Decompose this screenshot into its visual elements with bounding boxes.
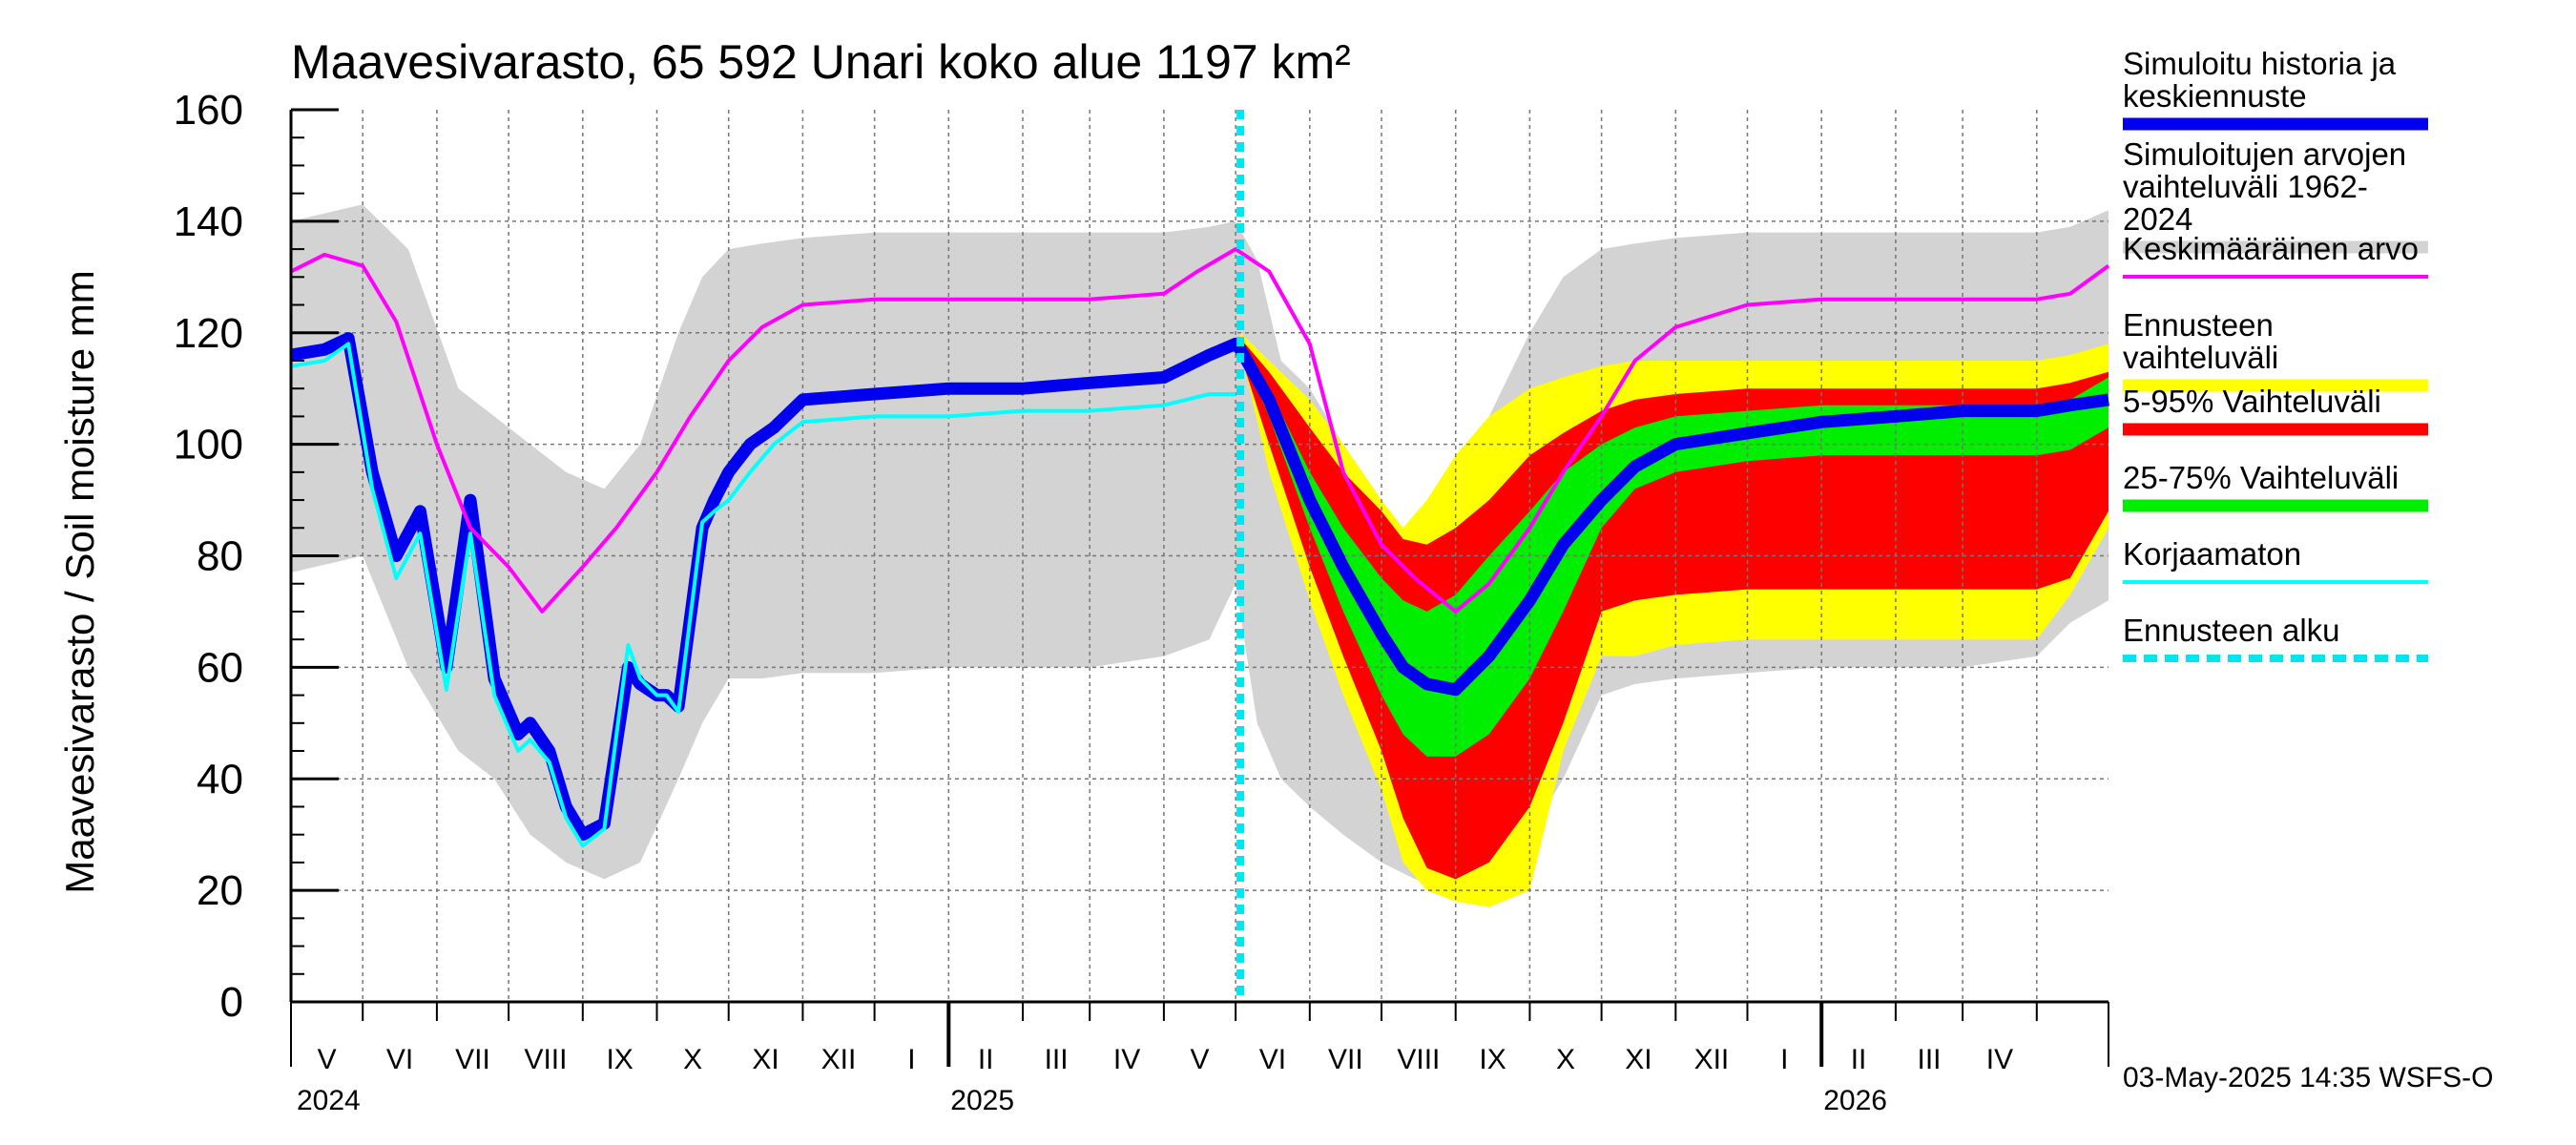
month-label: VII: [455, 1044, 490, 1075]
month-label: II: [978, 1044, 994, 1075]
month-label: III: [1045, 1044, 1069, 1075]
month-label: I: [1780, 1044, 1788, 1075]
legend-swatch: [2123, 275, 2428, 279]
legend-swatch: [2123, 379, 2428, 392]
y-tick-label: 120: [174, 310, 243, 357]
month-label: II: [1851, 1044, 1867, 1075]
legend-item: Keskimääräinen arvo: [2123, 233, 2438, 309]
year-label: 2024: [297, 1085, 361, 1116]
month-label: IV: [1113, 1044, 1140, 1075]
legend-swatch: [2123, 580, 2428, 584]
month-label: III: [1917, 1044, 1941, 1075]
legend-item: Ennusteen alku: [2123, 614, 2438, 691]
month-label: I: [907, 1044, 915, 1075]
lines-layer: [289, 110, 2110, 1002]
y-tick-label: 40: [197, 756, 243, 802]
month-label: XII: [1694, 1044, 1730, 1075]
month-label: VIII: [524, 1044, 567, 1075]
band-series-3: [1240, 344, 2109, 757]
legend-item: Ennusteen vaihteluväli: [2123, 307, 2438, 392]
y-tick-label: 140: [174, 198, 243, 245]
legend-label: 25-75% Vaihteluväli: [2123, 460, 2399, 495]
line-series-0: [289, 332, 2109, 842]
y-tick-label: 100: [174, 422, 243, 468]
y-tick-label: 20: [197, 867, 243, 914]
month-label: IV: [1986, 1044, 2013, 1075]
legend-label: Korjaamaton: [2123, 536, 2302, 572]
month-label: X: [683, 1044, 702, 1075]
legend-label: 5-95% Vaihteluväli: [2123, 384, 2381, 419]
legend-swatch: [2123, 117, 2428, 131]
y-axis-label: Maavesivarasto / Soil moisture mm: [57, 270, 102, 894]
legend-swatch: [2123, 240, 2428, 254]
legend-swatch: [2123, 499, 2428, 512]
y-tick-label: 60: [197, 644, 243, 691]
legend-label: Simuloitujen arvojen vaihteluväli 1962-2…: [2123, 136, 2407, 237]
grid-layer: [291, 110, 2109, 1002]
legend-item: 25-75% Vaihteluväli: [2123, 462, 2438, 538]
month-label: XI: [1625, 1044, 1652, 1075]
legend-item: 5-95% Vaihteluväli: [2123, 385, 2438, 462]
bands-layer: [291, 204, 2109, 907]
legend-label: Ennusteen vaihteluväli: [2123, 307, 2279, 375]
legend: Simuloitu historia ja keskiennuste Simulo…: [2123, 48, 2438, 691]
month-label: VI: [1259, 1044, 1286, 1075]
legend-item: Simuloitu historia ja keskiennuste: [2123, 48, 2438, 138]
chart-title: Maavesivarasto, 65 592 Unari koko alue 1…: [291, 35, 1351, 89]
y-tick-label: 80: [197, 533, 243, 580]
legend-item: Simuloitujen arvojen vaihteluväli 1962-2…: [2123, 138, 2438, 254]
y-tick-label: 160: [174, 87, 243, 134]
month-label: VII: [1328, 1044, 1363, 1075]
timestamp-footer: 03-May-2025 14:35 WSFS-O: [2123, 1062, 2494, 1093]
month-label: V: [318, 1044, 337, 1075]
month-label: IX: [1479, 1044, 1506, 1075]
month-label: XII: [821, 1044, 857, 1075]
year-label: 2025: [950, 1085, 1014, 1116]
legend-swatch: [2123, 655, 2428, 662]
legend-label: Ennusteen alku: [2123, 613, 2340, 648]
legend-label: Simuloitu historia ja keskiennuste: [2123, 46, 2397, 114]
legend-item: Korjaamaton: [2123, 538, 2438, 614]
line-series-1: [290, 247, 2110, 614]
y-tick-label: 0: [220, 979, 243, 1026]
month-label: IX: [606, 1044, 633, 1075]
legend-swatch: [2123, 423, 2428, 436]
month-label: XI: [752, 1044, 779, 1075]
month-label: VI: [386, 1044, 413, 1075]
month-label: VIII: [1397, 1044, 1440, 1075]
month-label: V: [1190, 1044, 1209, 1075]
line-series-2: [290, 342, 1236, 848]
month-label: X: [1556, 1044, 1575, 1075]
legend-label: Keskimääräinen arvo: [2123, 231, 2419, 266]
year-label: 2026: [1823, 1085, 1887, 1116]
